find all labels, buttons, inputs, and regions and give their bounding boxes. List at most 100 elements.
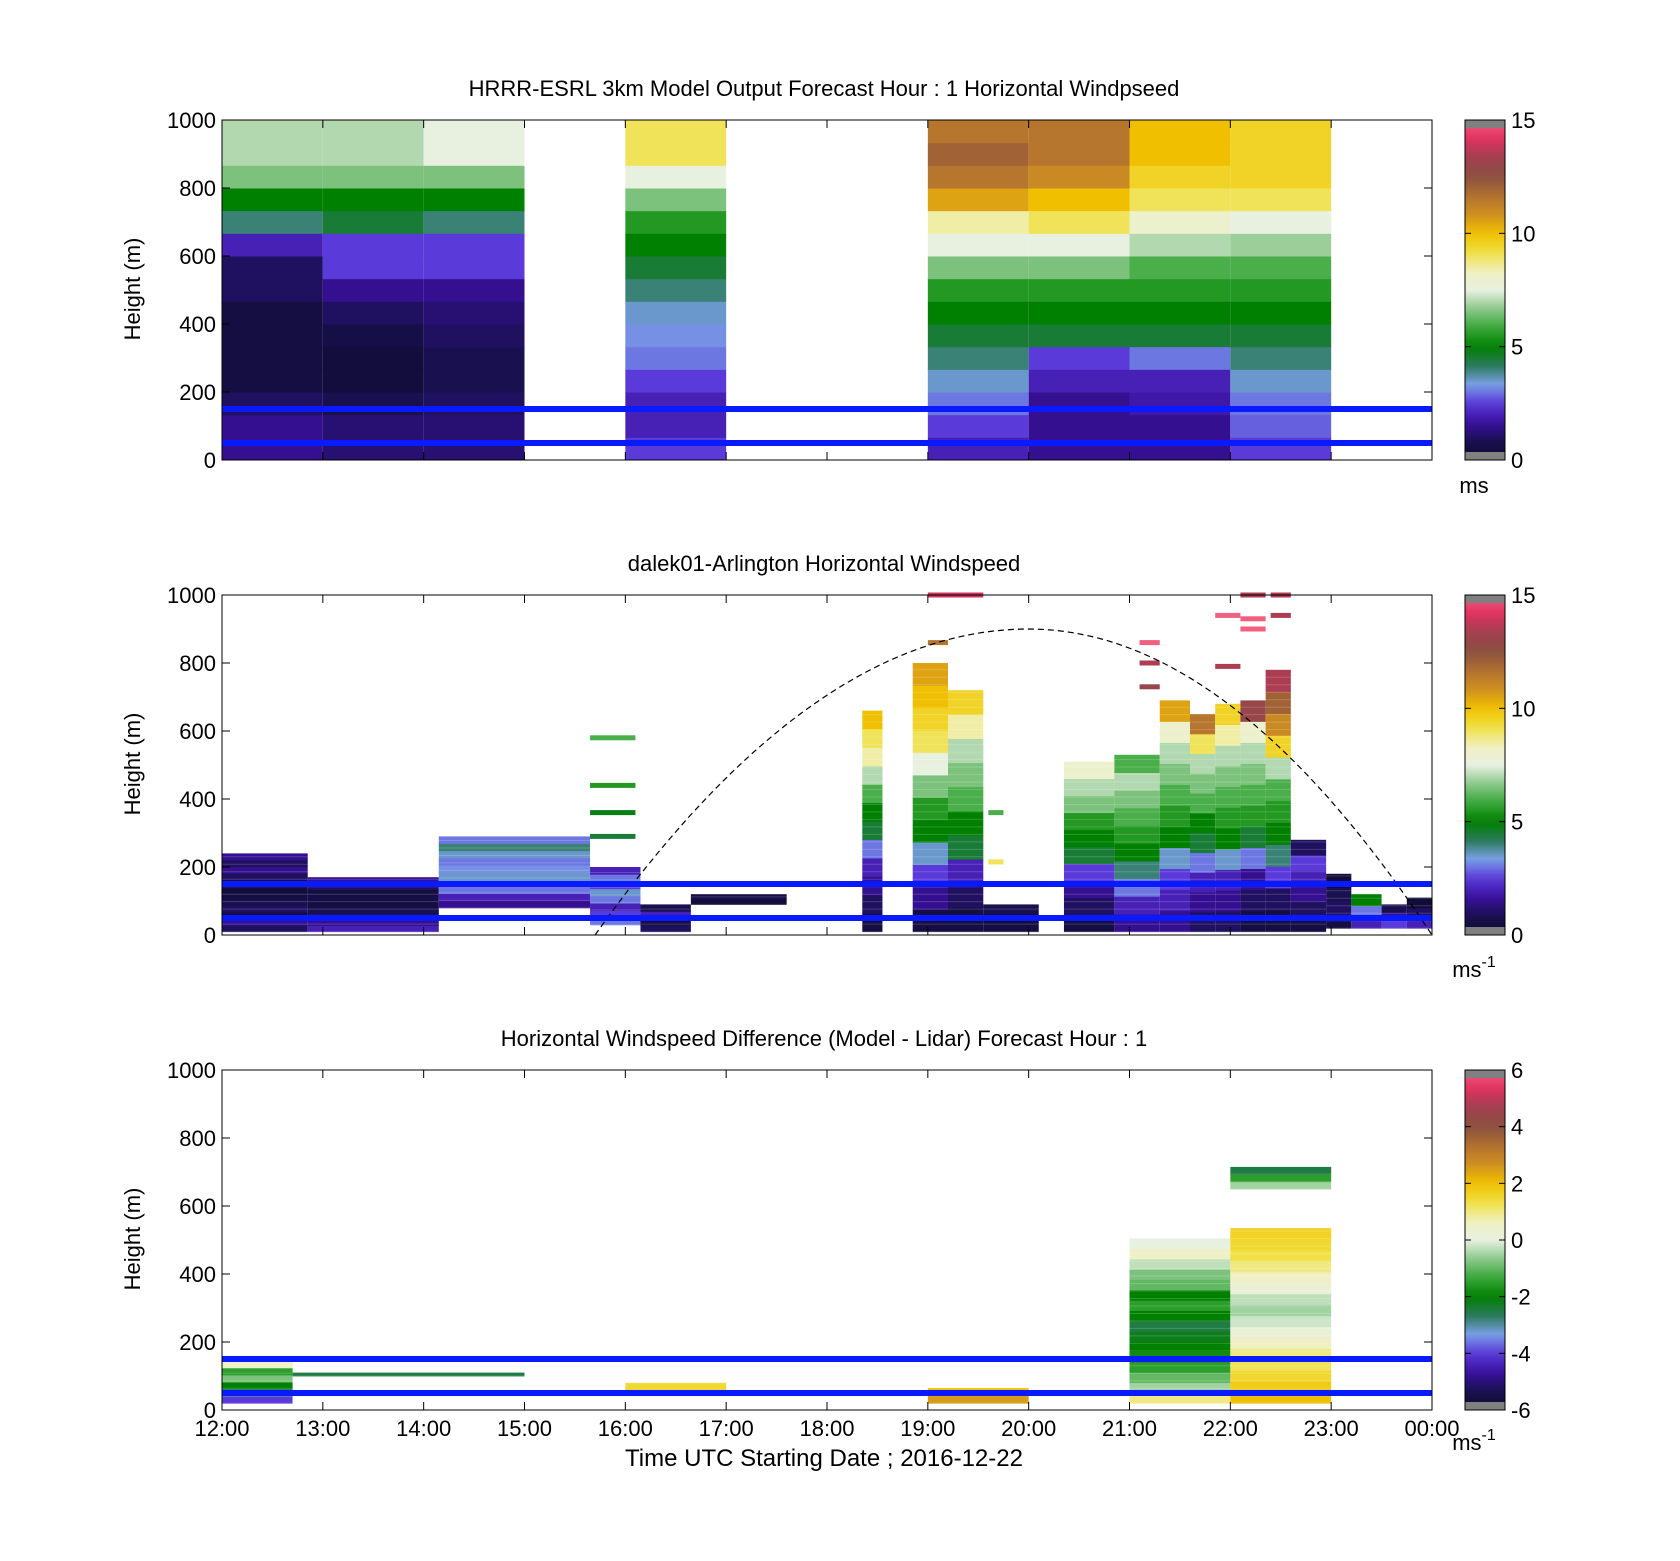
data-cell (1265, 800, 1291, 824)
model-cell (927, 188, 1029, 212)
data-cell (625, 1382, 727, 1392)
model-cell (625, 233, 727, 257)
data-streak (1240, 626, 1266, 632)
data-cell (862, 710, 883, 730)
model-cell (222, 301, 323, 325)
data-cell (1230, 1315, 1332, 1328)
data-cell (948, 835, 984, 860)
data-cell (1159, 805, 1190, 828)
data-cell (1230, 1304, 1332, 1317)
data-cell (307, 907, 439, 914)
data-cell (1129, 1248, 1231, 1260)
data-cell (912, 886, 948, 910)
data-cell (1240, 805, 1266, 828)
model-cell (322, 188, 424, 212)
model-cell (927, 210, 1029, 234)
panel-lidar-title: dalek01-Arlington Horizontal Windspeed (628, 551, 1021, 576)
data-cell (862, 839, 883, 859)
model-cell (423, 142, 525, 166)
panel-lidar-plot: 0 200 400 600 800 1000 (167, 583, 1433, 948)
data-cell (1326, 901, 1352, 916)
model-cell (222, 188, 323, 212)
model-cell (423, 210, 525, 234)
model-cell (1230, 233, 1332, 257)
data-cell (1265, 691, 1291, 714)
y-tick-label: 1000 (167, 583, 216, 608)
model-cell (1028, 278, 1130, 302)
model-cell (1230, 188, 1332, 212)
data-cell (222, 1374, 293, 1383)
data-streak (590, 833, 636, 839)
model-cell (1129, 233, 1231, 257)
data-cell (1215, 724, 1241, 746)
data-cell (1381, 920, 1407, 929)
x-tick-label: 21:00 (1102, 1416, 1157, 1441)
data-cell (1290, 855, 1327, 871)
data-cell (912, 774, 948, 798)
data-streak (1215, 612, 1241, 618)
data-cell (1351, 905, 1382, 918)
model-cell (222, 369, 323, 393)
data-cell (1063, 863, 1115, 882)
data-cell (1240, 763, 1266, 785)
model-cell (625, 188, 727, 212)
unit-text: ms (1452, 1430, 1481, 1455)
data-cell (222, 892, 308, 900)
colorbar-cap (1465, 1070, 1505, 1078)
data-cell (912, 730, 948, 754)
data-cell (590, 888, 641, 897)
model-cell (1028, 301, 1130, 325)
model-cell (423, 188, 525, 212)
data-cell (222, 1381, 293, 1390)
model-cell (927, 256, 1029, 280)
panel-lidar: dalek01-Arlington Horizontal Windspeed H… (120, 551, 1535, 982)
data-cell (1230, 1228, 1332, 1240)
model-cell (1028, 188, 1130, 212)
data-cell (1190, 773, 1216, 794)
data-cell (1215, 890, 1241, 912)
data-cell (1290, 901, 1327, 917)
model-cell (322, 120, 424, 144)
data-cell (1240, 700, 1266, 722)
data-cell (1230, 1260, 1332, 1273)
data-cell (1265, 757, 1291, 780)
model-cell (1230, 324, 1332, 348)
data-cell (1240, 910, 1266, 933)
colorbar-tick-label: -4 (1511, 1341, 1531, 1366)
model-cell (222, 346, 323, 370)
data-cell (1063, 897, 1115, 916)
y-tick-label: 1000 (167, 108, 216, 133)
data-cell (1159, 700, 1190, 722)
data-cell (1230, 1181, 1332, 1190)
model-cell (927, 142, 1029, 166)
data-cell (1230, 1381, 1332, 1393)
data-cell (1129, 1331, 1231, 1342)
model-cell (1028, 324, 1130, 348)
data-streak (1139, 640, 1160, 646)
model-cell (625, 346, 727, 370)
x-tick-label: 20:00 (1001, 1416, 1056, 1441)
data-cell (1129, 1341, 1231, 1353)
y-tick-label: 600 (179, 1194, 216, 1219)
model-cell (927, 324, 1029, 348)
data-cell (1159, 784, 1190, 806)
model-cell (625, 369, 727, 393)
data-cell (1326, 887, 1352, 902)
data-cell (1290, 885, 1327, 902)
model-cell (927, 346, 1029, 370)
x-tick-label: 16:00 (598, 1416, 653, 1441)
model-cell (1028, 414, 1130, 438)
data-cell (1230, 1348, 1332, 1360)
colorbar-cap (1465, 1402, 1505, 1410)
data-cell (862, 765, 883, 785)
y-tick-label: 400 (179, 312, 216, 337)
data-cell (1159, 826, 1190, 849)
model-cell (222, 210, 323, 234)
model-cell (322, 233, 424, 257)
data-cell (862, 784, 883, 804)
model-cell (1129, 120, 1231, 144)
colorbar-cap (1465, 120, 1505, 128)
x-tick-label: 13:00 (295, 1416, 350, 1441)
data-cell (948, 690, 984, 715)
data-cell (948, 738, 984, 764)
